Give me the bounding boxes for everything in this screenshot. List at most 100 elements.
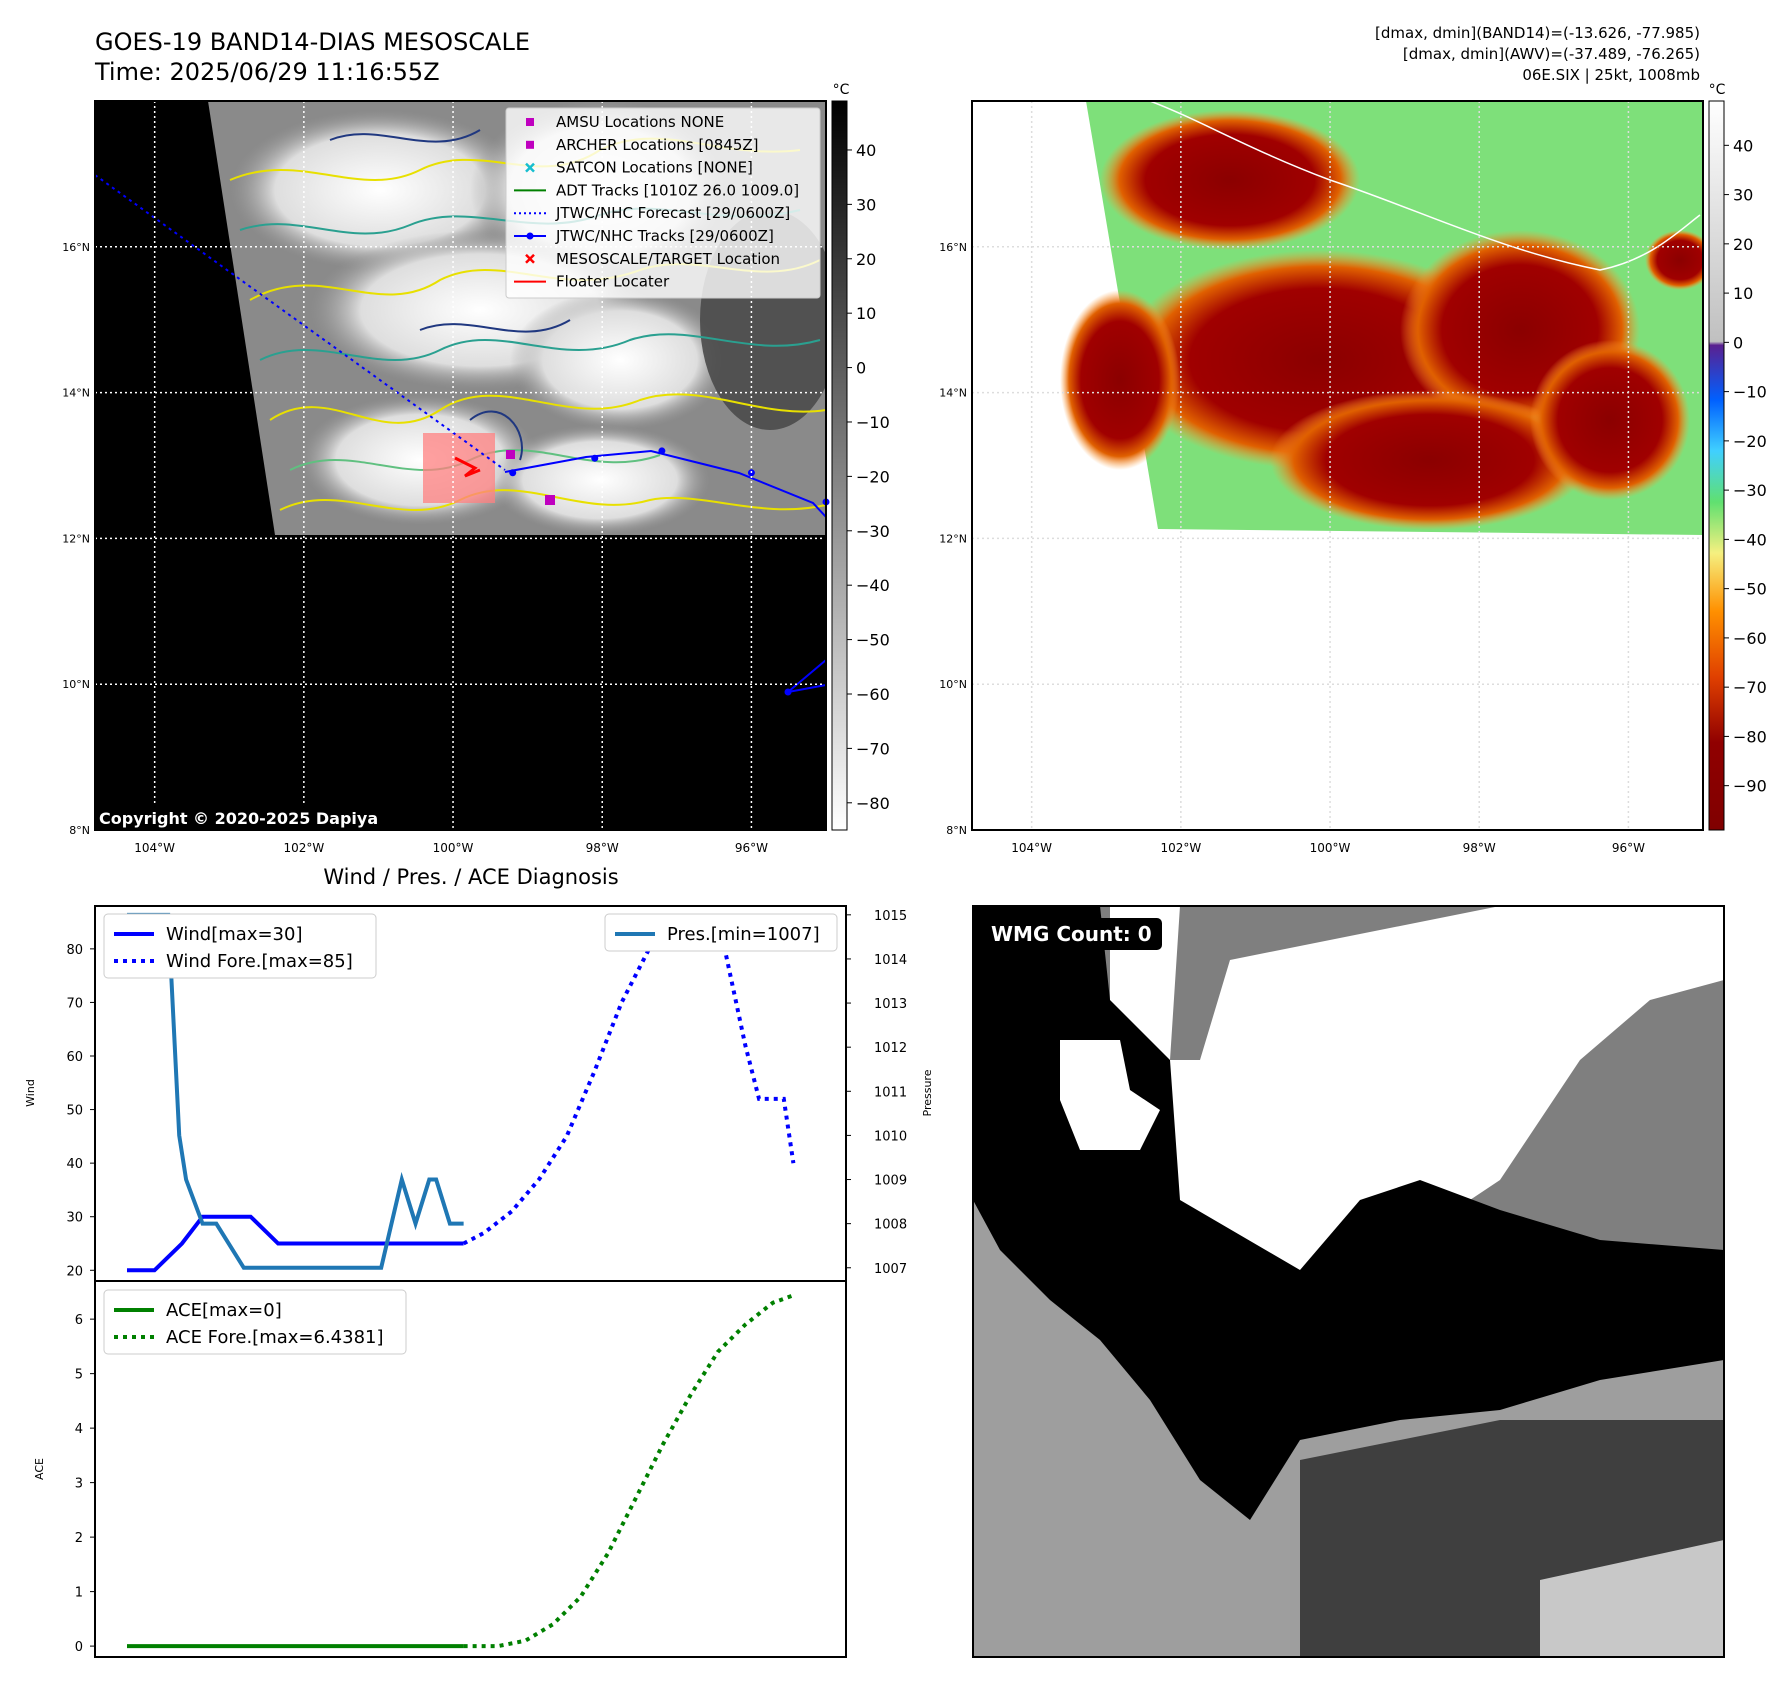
y-tick-label: 70 <box>66 996 83 1011</box>
chart-legend <box>604 913 838 952</box>
legend-label: Pres.[min=1007] <box>667 924 820 945</box>
y2-tick-label: 1015 <box>874 909 907 924</box>
chart-legend <box>103 913 377 979</box>
series-line <box>127 912 464 1270</box>
right-map-lon-label: 102°W <box>1160 841 1201 855</box>
map-legend: AMSU Locations NONE ARCHER Locations [084… <box>505 107 821 299</box>
forecast-track-line <box>95 174 506 471</box>
right-map: 104°W 102°W 100°W 98°W 96°W 16°N 14°N 12°N 10°N 8… <box>939 100 1704 855</box>
pressure-axis-label: Pressure <box>921 1069 934 1116</box>
series-line <box>463 1293 795 1649</box>
right-map-imagery <box>1060 101 1703 535</box>
y-tick-label: 50 <box>66 1104 83 1119</box>
right-colorbar-tick-label: −60 <box>1733 629 1767 648</box>
right-colorbar-tick-label: 30 <box>1733 186 1753 205</box>
wmg-count-label: WMG Count: 0 <box>991 922 1152 946</box>
awv-range: [dmax, dmin](AWV)=(-37.489, -76.265) <box>1403 45 1700 63</box>
left-colorbar-tick-label: −60 <box>856 685 890 704</box>
right-colorbar-tick-label: 0 <box>1733 333 1743 352</box>
left-colorbar-tick-label: −30 <box>856 522 890 541</box>
wmg-panel: WMG Count: 0 <box>972 905 1725 1658</box>
right-colorbar-unit: °C <box>1709 82 1726 98</box>
right-map-lon-label: 100°W <box>1310 841 1351 855</box>
wind-pressure-chart: 20 30 40 50 60 70 80 1007 1008 1009 1010 1011 1012 10… <box>24 905 934 1282</box>
ace-chart: 0 1 2 3 4 5 6 ACE[max=0] ACE Fore.[max=6.4381] A… <box>33 1280 847 1658</box>
legend-marker <box>526 140 534 149</box>
left-colorbar-tick-label: −10 <box>856 413 890 432</box>
storm-info: 06E.SIX | 25kt, 1008mb <box>1522 66 1700 84</box>
right-map-lat-label: 8°N <box>946 824 967 837</box>
right-map-lon-label: 98°W <box>1463 841 1496 855</box>
right-map-lon-label: 104°W <box>1011 841 1052 855</box>
left-map-lat-label: 12°N <box>62 532 90 545</box>
left-colorbar-tick-label: 20 <box>856 250 876 269</box>
right-colorbar-tick-label: 40 <box>1733 136 1753 155</box>
right-colorbar-tick-label: −80 <box>1733 727 1767 746</box>
right-colorbar-tick-label: −10 <box>1733 383 1767 402</box>
y2-tick-label: 1013 <box>874 997 907 1012</box>
y2-tick-label: 1012 <box>874 1041 907 1056</box>
left-map-lon-label: 104°W <box>134 841 175 855</box>
left-colorbar-tick-label: 30 <box>856 195 876 214</box>
chart-legend <box>103 1289 407 1355</box>
wmg-imagery <box>973 906 1724 1657</box>
copyright-label: Copyright © 2020-2025 Dapiya <box>99 809 378 828</box>
best-track-point <box>509 469 517 477</box>
right-map-lat-label: 10°N <box>939 678 967 691</box>
right-map-lat-label: 12°N <box>939 532 967 545</box>
left-colorbar-tick-label: 0 <box>856 359 866 378</box>
best-track-point <box>658 447 666 455</box>
legend-label: JTWC/NHC Forecast [29/0600Z] <box>555 204 790 222</box>
right-colorbar-tick-label: 10 <box>1733 284 1753 303</box>
best-track-points <box>509 447 830 506</box>
left-map-lon-label: 98°W <box>586 841 619 855</box>
right-colorbar-tick-label: −30 <box>1733 481 1767 500</box>
y-tick-label: 60 <box>66 1050 83 1065</box>
legend-label: ADT Tracks [1010Z 26.0 1009.0] <box>556 181 799 199</box>
y-tick-label: 2 <box>75 1531 83 1546</box>
legend-marker <box>525 162 535 173</box>
legend-label: JTWC/NHC Tracks [29/0600Z] <box>555 227 774 245</box>
legend-label: SATCON Locations [NONE] <box>556 159 753 177</box>
best-track-point <box>591 454 599 462</box>
figure-time: Time: 2025/06/29 11:16:55Z <box>94 58 440 86</box>
band14-range: [dmax, dmin](BAND14)=(-13.626, -77.985) <box>1375 24 1700 42</box>
series-line <box>127 1214 464 1273</box>
left-map-lon-label: 96°W <box>735 841 768 855</box>
y-tick-label: 0 <box>75 1640 83 1655</box>
y2-tick-label: 1014 <box>874 953 907 968</box>
y-tick-label: 80 <box>66 943 83 958</box>
legend-label: ARCHER Locations [0845Z] <box>556 136 759 154</box>
right-colorbar-tick-label: −40 <box>1733 530 1767 549</box>
right-map-lat-label: 14°N <box>939 387 967 400</box>
left-colorbar-tick-label: −40 <box>856 576 890 595</box>
y2-tick-label: 1011 <box>874 1085 907 1100</box>
legend-label: Wind Fore.[max=85] <box>166 951 353 972</box>
y-tick-label: 4 <box>75 1422 83 1437</box>
y-tick-label: 40 <box>66 1157 83 1172</box>
diagnosis-title: Wind / Pres. / ACE Diagnosis <box>323 865 618 889</box>
y-tick-label: 1 <box>75 1586 83 1601</box>
right-colorbar-tick-label: −70 <box>1733 678 1767 697</box>
right-map-lon-label: 96°W <box>1612 841 1645 855</box>
legend-marker <box>526 118 534 126</box>
y2-tick-label: 1007 <box>874 1262 907 1277</box>
left-map-lat-label: 8°N <box>69 824 90 837</box>
left-colorbar-tick-label: −50 <box>856 631 890 650</box>
y-tick-label: 5 <box>75 1368 83 1383</box>
left-map: 104°W 102°W 100°W 98°W 96°W 16°N 14°N 12°N 10°N 8… <box>62 100 830 855</box>
right-colorbar-tick-label: −50 <box>1733 580 1767 599</box>
y2-tick-label: 1010 <box>874 1129 907 1144</box>
legend-label: ACE[max=0] <box>166 1300 282 1321</box>
ace-axis-label: ACE <box>33 1458 46 1480</box>
y-tick-label: 30 <box>66 1211 83 1226</box>
legend-label: MESOSCALE/TARGET Location <box>556 250 780 268</box>
left-map-lat-label: 10°N <box>62 678 90 691</box>
y-tick-label: 20 <box>66 1264 83 1279</box>
right-map-gridlines: 104°W 102°W 100°W 98°W 96°W 16°N 14°N 12°N 10°N 8… <box>939 101 1703 855</box>
left-colorbar-unit: °C <box>833 82 850 98</box>
legend-label: Floater Locater <box>556 273 670 291</box>
legend-label: AMSU Locations NONE <box>556 113 724 131</box>
left-colorbar-tick-label: −80 <box>856 794 890 813</box>
